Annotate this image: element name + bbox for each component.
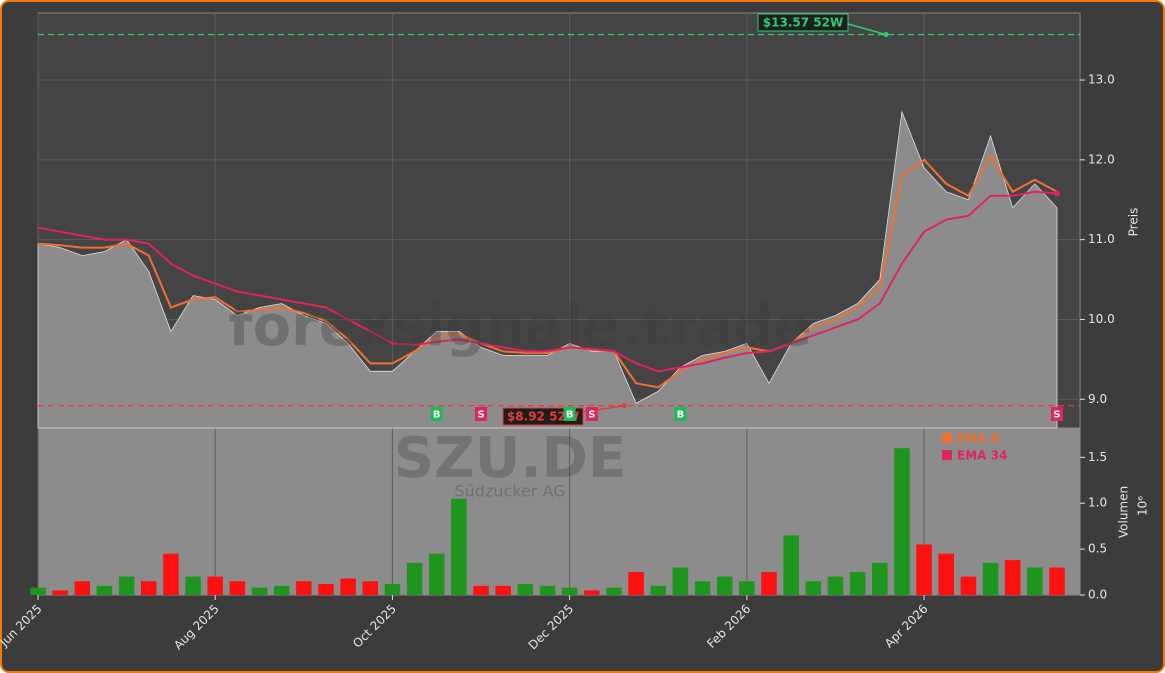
- legend-swatch: [942, 433, 952, 443]
- y-tick-label: 13.0: [1088, 73, 1115, 87]
- volume-bar: [849, 572, 866, 595]
- volume-bar: [672, 567, 689, 595]
- volume-bar: [30, 587, 46, 595]
- y-tick-label: 10.0: [1088, 312, 1115, 326]
- volume-bar: [716, 576, 733, 595]
- signal-label: S: [588, 410, 595, 421]
- watermark: forexsignale.trade: [228, 294, 812, 359]
- volume-bar: [517, 583, 534, 595]
- arrow-head: [883, 32, 889, 38]
- volume-bar: [340, 578, 356, 595]
- signal-label: S: [1053, 410, 1060, 421]
- y-tick-label: 0.0: [1088, 588, 1107, 602]
- y-axis-label: Preis: [1127, 208, 1141, 237]
- volume-bar: [163, 553, 179, 595]
- volume-bar: [473, 585, 489, 595]
- volume-bar: [539, 585, 556, 595]
- volume-bar: [428, 553, 445, 595]
- volume-bar: [982, 562, 999, 595]
- label-box: [502, 407, 584, 426]
- volume-bar: [628, 572, 644, 595]
- legend-swatch: [942, 450, 952, 460]
- volume-bar: [1049, 567, 1065, 595]
- volume-bar: [273, 585, 290, 595]
- volume-bar: [561, 587, 578, 595]
- volume-bar: [938, 553, 954, 595]
- volume-bar: [894, 448, 910, 595]
- y-tick-label: 9.0: [1088, 392, 1107, 406]
- volume-bar: [960, 576, 977, 595]
- volume-bar: [318, 583, 334, 595]
- volume-bar: [606, 587, 622, 595]
- y-tick-label: 1.0: [1088, 496, 1107, 510]
- last-point: [1054, 190, 1060, 197]
- signal-marker: [563, 407, 576, 421]
- signal-label: B: [433, 410, 441, 421]
- volume-bar: [783, 535, 799, 595]
- volume-bar: [229, 581, 246, 595]
- volume-bar: [451, 498, 467, 595]
- volume-bar: [185, 576, 201, 595]
- signal-marker: [430, 407, 443, 421]
- watermark: SZU.DE: [394, 426, 626, 491]
- high-label: $13.57 52W: [763, 16, 843, 30]
- axis-scale: 10⁶: [1136, 496, 1150, 516]
- arrow-head: [621, 403, 627, 409]
- volume-bar: [761, 572, 777, 595]
- signal-marker: [475, 407, 488, 421]
- volume-bar: [207, 576, 223, 595]
- legend-label: EMA 8: [957, 432, 999, 446]
- volume-bar: [96, 585, 113, 595]
- volume-bar: [118, 576, 135, 595]
- volume-bar: [1004, 560, 1021, 595]
- volume-bar: [495, 585, 511, 595]
- signal-marker: [1051, 407, 1063, 421]
- signal-label: S: [477, 410, 484, 421]
- volume-bar: [251, 587, 268, 595]
- low-label: $8.92 52W: [507, 410, 579, 424]
- signal-marker: [674, 407, 687, 421]
- ema-line: [37, 153, 1058, 389]
- ema-line: [37, 190, 1058, 373]
- y-axis-label: Volumen: [1117, 486, 1131, 538]
- volume-bar: [384, 583, 401, 595]
- signal-marker: [585, 407, 598, 421]
- y-tick-label: 1.5: [1088, 450, 1107, 464]
- volume-bar: [694, 581, 711, 595]
- signal-label: B: [677, 410, 685, 421]
- volume-bar: [74, 581, 91, 595]
- volume-bar: [52, 590, 68, 595]
- volume-bar: [406, 562, 423, 595]
- arrow: [847, 23, 887, 36]
- volume-bar: [872, 562, 888, 595]
- volume-bar: [827, 576, 844, 595]
- label-box: [757, 13, 849, 32]
- volume-bar: [141, 581, 157, 595]
- y-tick-label: 11.0: [1088, 232, 1115, 246]
- y-tick-label: 12.0: [1088, 152, 1115, 166]
- y-tick-label: 0.5: [1088, 542, 1107, 556]
- volume-bar: [739, 581, 755, 595]
- volume-bar: [805, 581, 822, 595]
- legend-label: EMA 34: [957, 449, 1007, 463]
- volume-bar: [916, 544, 932, 595]
- volume-bar: [650, 585, 667, 595]
- volume-bar: [362, 581, 379, 595]
- volume-bar: [296, 581, 312, 595]
- watermark: Südzucker AG: [454, 482, 565, 501]
- signal-label: B: [566, 410, 574, 421]
- volume-bar: [1027, 567, 1043, 595]
- volume-bar: [584, 590, 600, 595]
